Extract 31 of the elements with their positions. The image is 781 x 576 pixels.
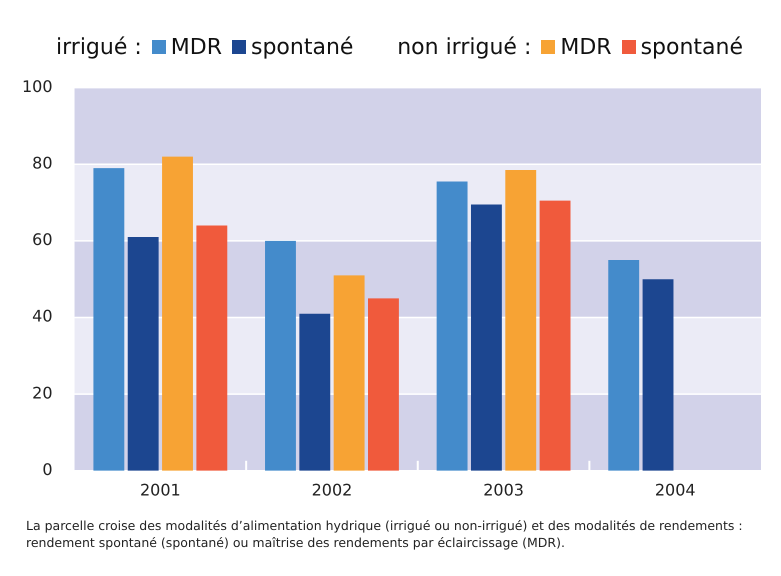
text: irrigué :: [56, 34, 142, 60]
x-tick-label: 2001: [140, 480, 181, 500]
x-tick-label: 2002: [312, 480, 352, 500]
text: non irrigué :: [397, 34, 532, 60]
legend-label: spontané: [640, 34, 743, 60]
bar: [505, 170, 536, 471]
bar: [642, 279, 674, 471]
y-tick-label: 40: [32, 306, 53, 326]
bar: [265, 240, 296, 471]
y-tick-label: 100: [22, 76, 53, 96]
bar: [334, 275, 365, 471]
y-tick-label: 80: [32, 153, 53, 172]
y-tick-label: 20: [32, 383, 53, 402]
y-tick-label: 0: [42, 460, 53, 479]
legend-label: MDR: [560, 34, 612, 60]
text: La parcelle croise des modalités d’alimentation hydrique (irrigué ou non-irrigué) et des modalités de rendements : rendement spontané (spontané) ou maîtrise des rendements par éclaircissage (MDR).: [26, 518, 744, 552]
bar: [162, 156, 193, 471]
bar: [93, 168, 124, 471]
bar: [470, 204, 502, 471]
y-tick-label: 60: [32, 230, 53, 250]
bar: [128, 237, 159, 471]
bar: [436, 181, 468, 471]
legend-label: spontané: [251, 34, 354, 60]
bar: [368, 298, 399, 471]
x-tick-label: 2004: [654, 480, 696, 500]
bar: [540, 200, 571, 471]
legend-label: MDR: [170, 34, 222, 60]
x-tick-label: 2003: [483, 480, 524, 500]
bar: [608, 260, 640, 471]
bar: [299, 314, 330, 471]
bar: [196, 226, 228, 471]
